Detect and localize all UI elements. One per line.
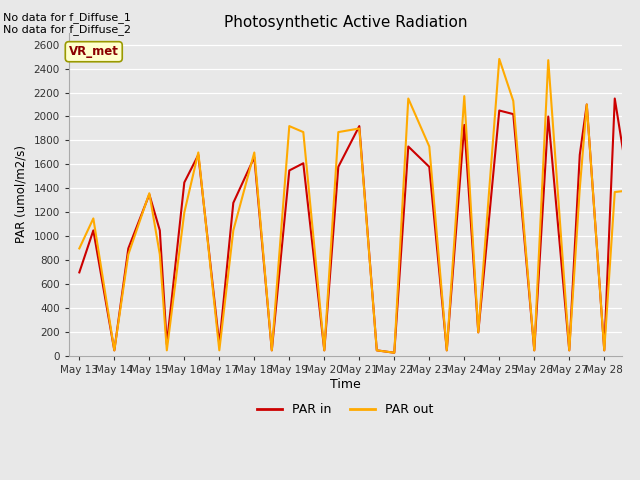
X-axis label: Time: Time <box>330 378 361 391</box>
Text: No data for f_Diffuse_2: No data for f_Diffuse_2 <box>3 24 131 35</box>
Title: Photosynthetic Active Radiation: Photosynthetic Active Radiation <box>223 15 467 30</box>
Y-axis label: PAR (umol/m2/s): PAR (umol/m2/s) <box>15 145 28 243</box>
Legend: PAR in, PAR out: PAR in, PAR out <box>252 398 438 421</box>
Text: No data for f_Diffuse_1: No data for f_Diffuse_1 <box>3 12 131 23</box>
Text: VR_met: VR_met <box>69 45 118 58</box>
